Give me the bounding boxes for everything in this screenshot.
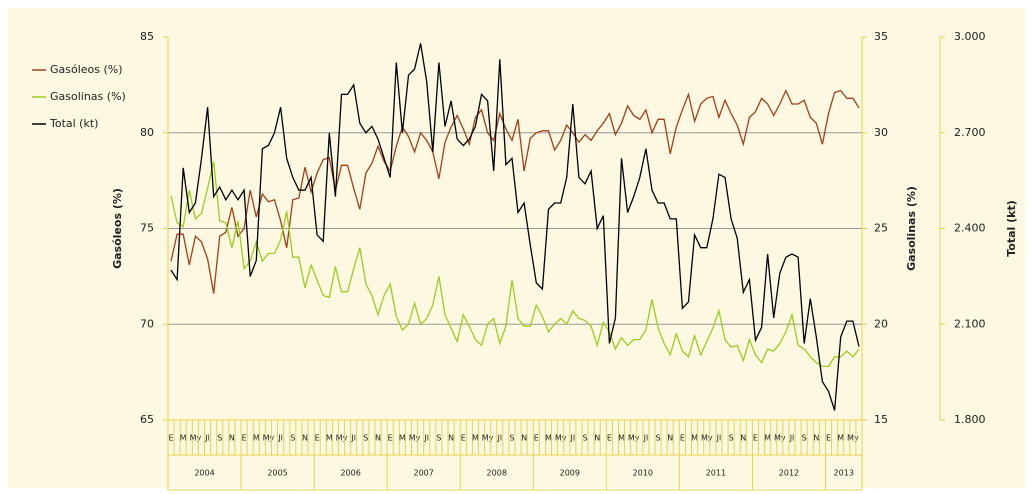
- y-axis-title: Gasóleos (%): [111, 188, 124, 269]
- year-label: 2011: [706, 469, 726, 478]
- x-tick-label: My: [263, 434, 275, 443]
- x-tick-label: M: [326, 434, 333, 443]
- x-tick-label: E: [534, 434, 539, 443]
- x-tick-label: My: [555, 434, 567, 443]
- y3-tick-label: 2.400: [954, 222, 986, 235]
- x-tick-label: S: [802, 434, 807, 443]
- x-tick-label: N: [667, 434, 673, 443]
- x-tick-label: My: [409, 434, 421, 443]
- x-tick-label: N: [229, 434, 235, 443]
- x-tick-label: My: [190, 434, 202, 443]
- year-label: 2010: [633, 469, 653, 478]
- x-tick-label: My: [774, 434, 786, 443]
- x-tick-label: S: [436, 434, 441, 443]
- x-tick-label: N: [594, 434, 600, 443]
- y2-tick-label: 25: [874, 222, 888, 235]
- x-tick-label: M: [545, 434, 552, 443]
- line-series: [170, 89, 860, 294]
- x-tick-label: My: [628, 434, 640, 443]
- x-tick-label: S: [582, 434, 587, 443]
- y-tick-label: 80: [140, 126, 154, 139]
- x-tick-label: E: [242, 434, 247, 443]
- year-label: 2009: [560, 469, 580, 478]
- year-label: 2013: [834, 469, 854, 478]
- x-tick-label: S: [729, 434, 734, 443]
- x-tick-label: Jl: [204, 434, 210, 443]
- y2-tick-label: 35: [874, 30, 888, 43]
- year-label: 2005: [267, 469, 287, 478]
- x-tick-label: S: [217, 434, 222, 443]
- x-tick-label: N: [448, 434, 454, 443]
- line-series: [170, 161, 860, 368]
- x-tick-label: My: [847, 434, 859, 443]
- line-series: [170, 43, 860, 411]
- legend-label: Total (kt): [49, 117, 98, 130]
- x-tick-label: M: [837, 434, 844, 443]
- legend-label: Gasóleos (%): [50, 63, 123, 76]
- x-tick-label: Jl: [423, 434, 429, 443]
- x-tick-label: Jl: [570, 434, 576, 443]
- x-tick-label: M: [472, 434, 479, 443]
- x-tick-label: M: [399, 434, 406, 443]
- x-tick-label: My: [336, 434, 348, 443]
- y2-tick-label: 30: [874, 126, 888, 139]
- x-tick-label: N: [302, 434, 308, 443]
- x-tick-label: Jl: [643, 434, 649, 443]
- x-tick-label: E: [461, 434, 466, 443]
- x-tick-label: Jl: [496, 434, 502, 443]
- y2-tick-label: 20: [874, 317, 888, 330]
- y-tick-label: 70: [140, 317, 154, 330]
- x-tick-label: S: [509, 434, 514, 443]
- y3-tick-label: 2.700: [954, 126, 986, 139]
- y2-axis-title: Gasolinas (%): [905, 186, 918, 271]
- x-tick-label: M: [618, 434, 625, 443]
- x-tick-label: E: [826, 434, 831, 443]
- y-tick-label: 75: [140, 222, 154, 235]
- x-tick-label: M: [691, 434, 698, 443]
- x-tick-label: N: [740, 434, 746, 443]
- year-label: 2006: [340, 469, 360, 478]
- x-tick-label: My: [482, 434, 494, 443]
- x-tick-label: M: [180, 434, 187, 443]
- year-label: 2008: [487, 469, 507, 478]
- x-tick-label: Jl: [716, 434, 722, 443]
- x-tick-label: E: [607, 434, 612, 443]
- x-tick-label: N: [521, 434, 527, 443]
- y-tick-label: 65: [140, 413, 154, 426]
- x-tick-label: E: [315, 434, 320, 443]
- x-tick-label: Jl: [277, 434, 283, 443]
- y-tick-label: 85: [140, 30, 154, 43]
- x-tick-label: M: [764, 434, 771, 443]
- x-tick-label: Jl: [350, 434, 356, 443]
- x-tick-label: S: [656, 434, 661, 443]
- x-tick-label: E: [388, 434, 393, 443]
- y3-tick-label: 3.000: [954, 30, 986, 43]
- x-tick-label: S: [290, 434, 295, 443]
- x-tick-label: E: [753, 434, 758, 443]
- x-tick-label: My: [701, 434, 713, 443]
- legend-label: Gasolinas (%): [50, 90, 126, 103]
- y3-axis-title: Total (kt): [1005, 200, 1018, 257]
- year-label: 2012: [779, 469, 799, 478]
- y2-tick-label: 15: [874, 413, 888, 426]
- x-tick-label: Jl: [789, 434, 795, 443]
- panel: [8, 8, 1025, 488]
- x-tick-label: E: [169, 434, 174, 443]
- x-tick-label: M: [253, 434, 260, 443]
- year-label: 2004: [194, 469, 214, 478]
- y3-tick-label: 1.800: [954, 413, 986, 426]
- year-label: 2007: [414, 469, 434, 478]
- y3-tick-label: 2.100: [954, 317, 986, 330]
- x-tick-label: N: [375, 434, 381, 443]
- x-tick-label: E: [680, 434, 685, 443]
- x-tick-label: N: [813, 434, 819, 443]
- x-tick-label: S: [363, 434, 368, 443]
